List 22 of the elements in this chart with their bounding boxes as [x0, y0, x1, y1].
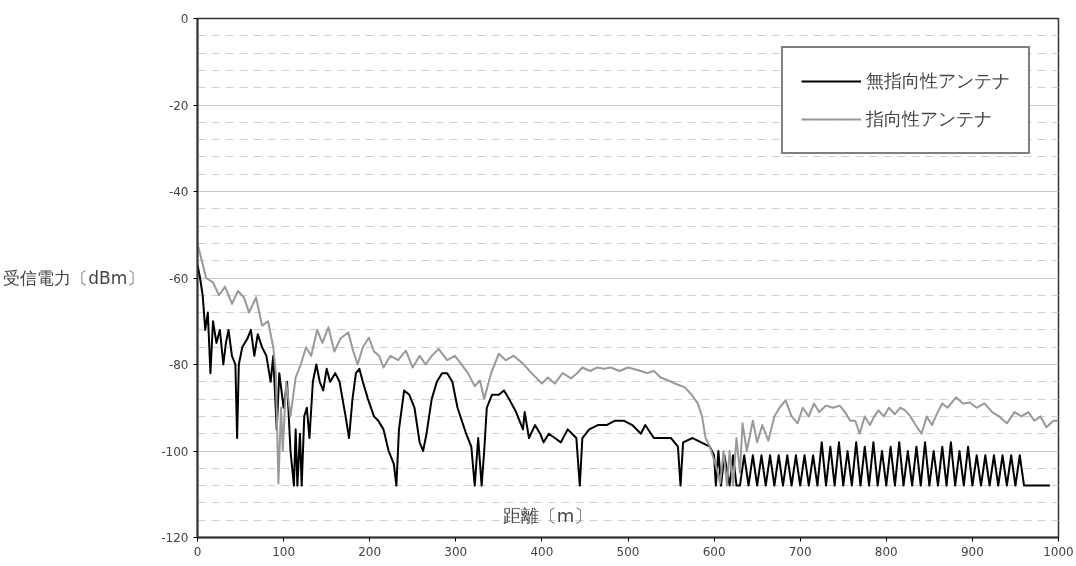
y-tick-label: -20: [168, 98, 189, 113]
y-tick-label: -60: [168, 271, 189, 286]
x-tick-label: 100: [272, 544, 296, 559]
y-tick-label: 0: [180, 12, 189, 26]
x-tick-label: 800: [874, 544, 898, 559]
x-tick-label: 0: [193, 544, 202, 559]
x-tick-label: 300: [444, 544, 468, 559]
x-tick-label: 700: [788, 544, 812, 559]
y-tick-label: -120: [161, 531, 189, 545]
y-tick-label: -100: [161, 444, 189, 459]
y-tick-label: -80: [168, 358, 189, 372]
x-tick-label: 200: [358, 544, 382, 559]
x-axis-title: 距離〔m〕: [502, 504, 593, 526]
x-tick-label: 400: [530, 544, 554, 559]
x-tick-label: 500: [616, 544, 640, 559]
y-tick-label: -40: [168, 185, 189, 199]
x-tick-label: 600: [702, 544, 726, 559]
x-tick-label: 900: [960, 544, 984, 559]
x-tick-label: 1000: [1043, 544, 1074, 559]
legend-label: 無指向性アンテナ: [866, 69, 1010, 93]
legend-label: 指向性アンテナ: [866, 107, 992, 131]
y-axis-title: 受信電力〔dBm〕: [3, 268, 145, 288]
